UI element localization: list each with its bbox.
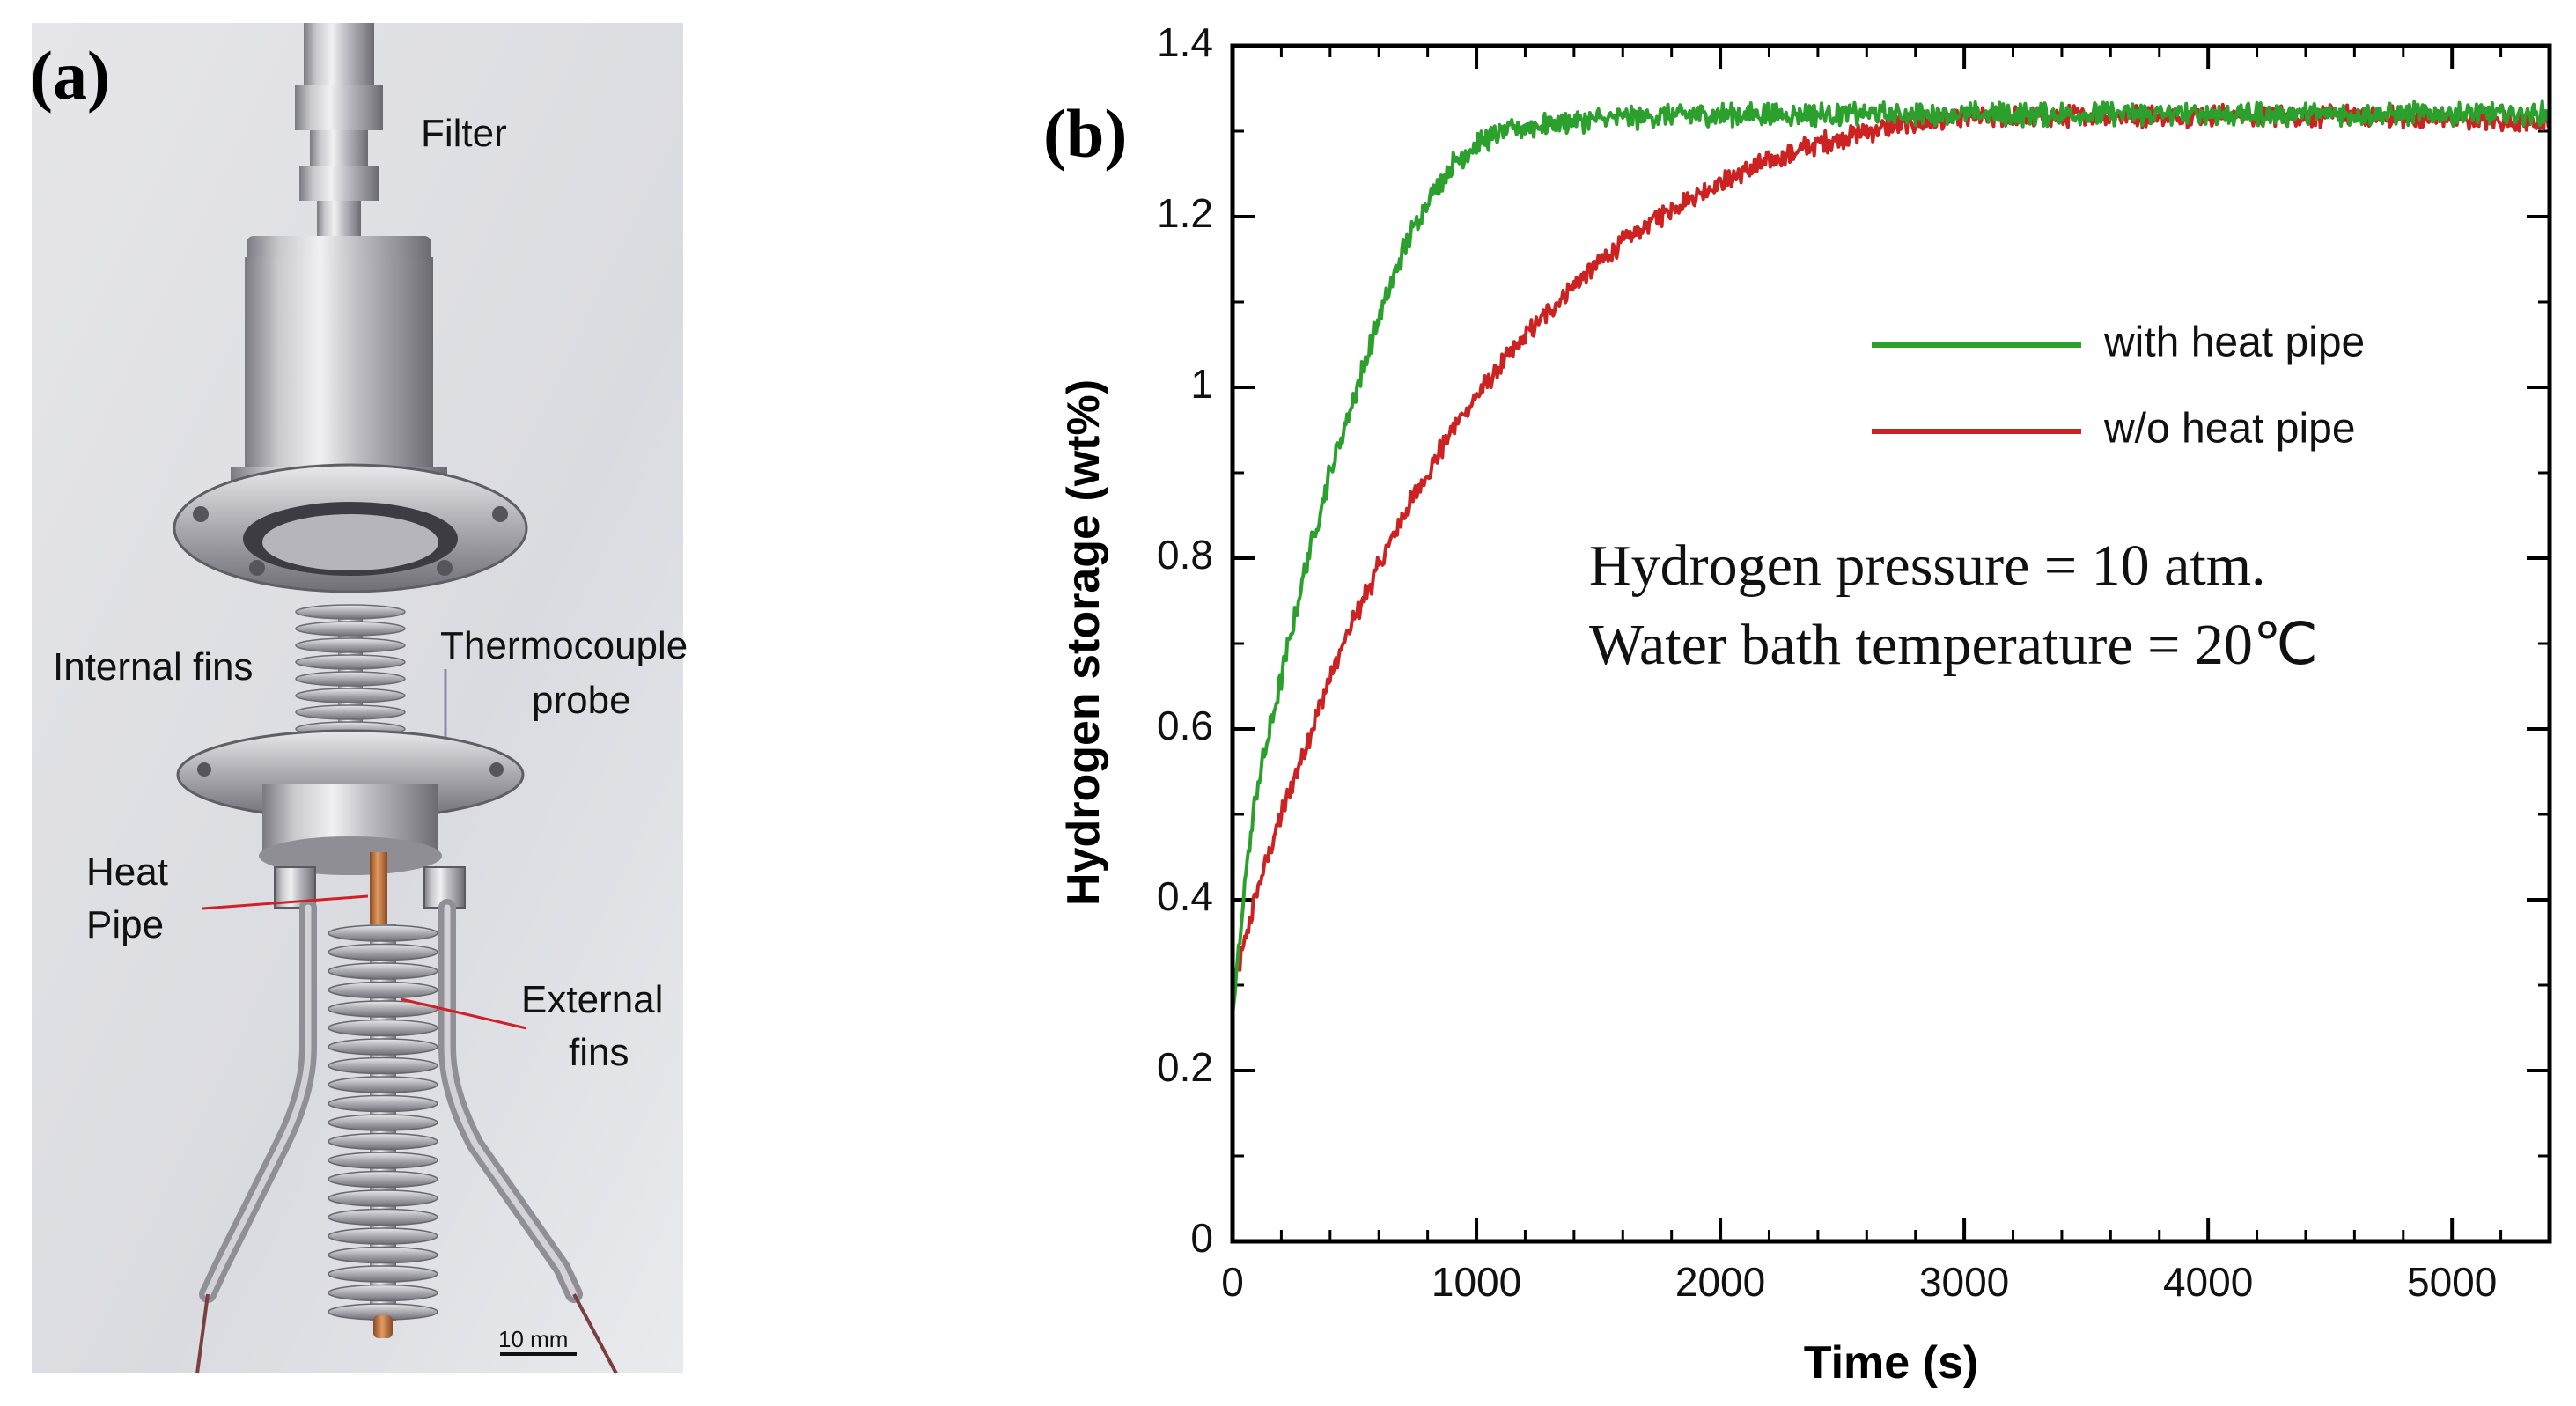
x-tick-label: 2000 xyxy=(1675,1259,1765,1305)
series-layer xyxy=(1231,99,2551,1015)
annotation-temperature: Water bath temperature = 20℃ xyxy=(1589,613,2318,677)
thermocouple-label-line1: Thermocouple xyxy=(440,624,688,667)
heat-pipe-pointer xyxy=(202,894,369,910)
external-fin xyxy=(328,1038,438,1056)
x-tick-label: 5000 xyxy=(2407,1259,2497,1305)
external-fins-pointer xyxy=(401,997,527,1030)
internal-fin xyxy=(295,671,406,687)
x-tick-label: 1000 xyxy=(1432,1259,1521,1305)
series-with-heat-pipe xyxy=(1231,99,2551,1015)
y-tick-label: 0 xyxy=(1190,1215,1213,1261)
heat-pipe-label-line1: Heat xyxy=(86,850,168,894)
y-tick-label: 0.8 xyxy=(1157,532,1213,578)
y-tick-label: 0.2 xyxy=(1157,1044,1213,1090)
chart-panel: (b) 0 1000 2000 3000 4000 5000 0 0.2 0.4 0.6 0.8 1 1… xyxy=(1043,19,2552,1388)
tick-labels: 0 1000 2000 3000 4000 5000 0 0.2 0.4 0.6 0.8 1 1.2 1.… xyxy=(1157,19,2497,1305)
y-tick-label: 1 xyxy=(1190,361,1213,407)
internal-fin xyxy=(295,604,406,620)
internal-fin xyxy=(295,688,406,703)
external-fins-label-line2: fins xyxy=(569,1031,629,1074)
x-axis-label: Time (s) xyxy=(1804,1337,1978,1388)
canister-body xyxy=(173,236,528,593)
legend-label-with-heat-pipe: with heat pipe xyxy=(2103,320,2365,366)
external-fin xyxy=(328,1265,438,1283)
external-fin xyxy=(328,1152,438,1169)
internal-fin xyxy=(295,637,406,653)
y-axis-label: Hydrogen storage (wt%) xyxy=(1058,379,1109,906)
y-tick-label: 0.6 xyxy=(1157,703,1213,748)
panel-b-label: (b) xyxy=(1043,95,1127,172)
external-fin xyxy=(328,1019,438,1037)
internal-fin xyxy=(295,704,406,720)
external-fin xyxy=(328,943,438,961)
external-fins xyxy=(328,924,438,1321)
heat-pipe-tip xyxy=(373,1315,393,1338)
external-fin xyxy=(328,1284,438,1302)
legend: with heat pipe w/o heat pipe xyxy=(1872,320,2365,453)
scale-bar-label: 10 mm xyxy=(498,1326,568,1352)
y-tick-label: 0.4 xyxy=(1157,873,1213,919)
heat-pipe-label-line2: Pipe xyxy=(86,903,164,946)
external-fin xyxy=(328,924,438,942)
external-fin xyxy=(328,1189,438,1207)
external-fin xyxy=(328,1132,438,1151)
y-tick-label: 1.2 xyxy=(1157,190,1213,236)
plot-frame xyxy=(1230,43,2552,1244)
external-fin xyxy=(328,1208,438,1226)
external-fin xyxy=(328,1076,438,1093)
x-tick-label: 0 xyxy=(1221,1259,1244,1305)
external-fin xyxy=(328,962,438,980)
heat-pipe xyxy=(370,852,387,931)
external-fin xyxy=(328,1094,438,1113)
x-tick-label: 4000 xyxy=(2163,1259,2253,1305)
external-fin xyxy=(328,981,438,999)
lower-flange xyxy=(176,729,525,875)
external-fin xyxy=(328,1170,438,1189)
external-fins-label-line1: External xyxy=(521,978,663,1021)
internal-fin xyxy=(295,621,406,637)
filter-fitting xyxy=(295,23,383,236)
external-fin xyxy=(328,1114,438,1131)
external-fin xyxy=(328,1227,438,1245)
legend-label-wo-heat-pipe: w/o heat pipe xyxy=(2103,406,2356,453)
external-fin xyxy=(328,1246,438,1264)
photo-panel: (a) Filter Internal fins Thermocouple pr… xyxy=(30,23,688,1374)
external-fin xyxy=(328,1056,438,1075)
filter-label: Filter xyxy=(421,112,507,155)
internal-fin xyxy=(295,654,406,670)
y-tick-label: 1.4 xyxy=(1157,19,1213,65)
internal-fins-label: Internal fins xyxy=(53,645,253,688)
x-tick-label: 3000 xyxy=(1919,1259,2009,1305)
thermocouple-label-line2: probe xyxy=(532,679,631,722)
panel-a-label: (a) xyxy=(30,37,110,114)
annotation-pressure: Hydrogen pressure = 10 atm. xyxy=(1589,534,2266,598)
